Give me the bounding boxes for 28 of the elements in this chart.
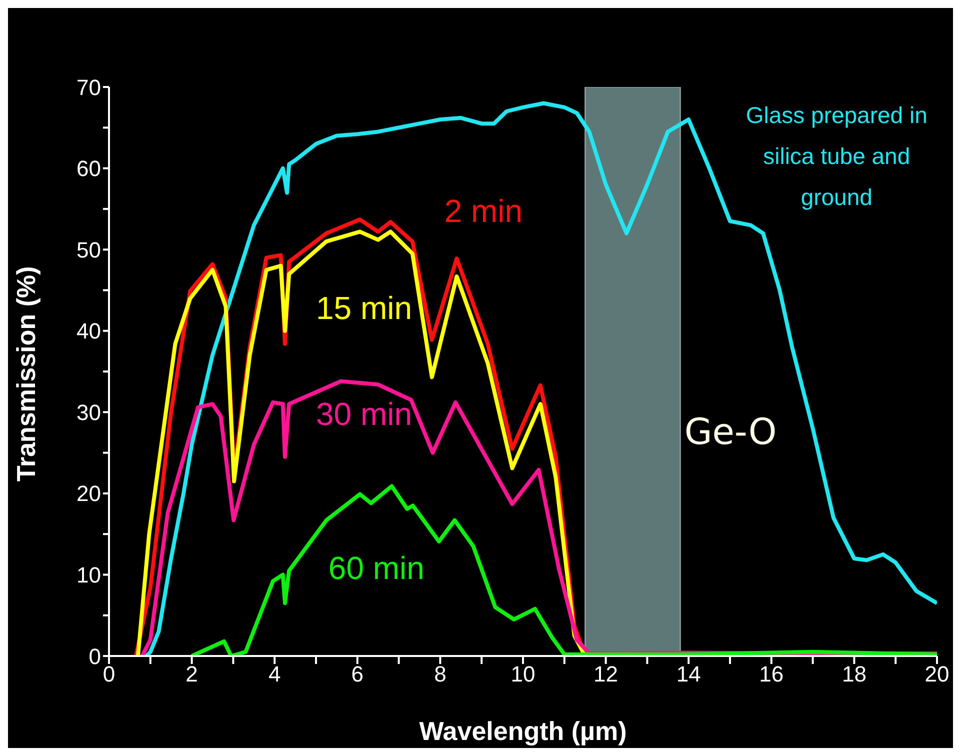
- x-tick-label: 12: [594, 662, 618, 687]
- x-tick-label: 16: [759, 662, 784, 687]
- series-label: 15 min: [316, 290, 412, 326]
- series-label: Glass prepared in silica tube and ground: [744, 101, 928, 212]
- x-tick-label: 20: [924, 662, 950, 687]
- y-tick-label: 20: [76, 481, 101, 506]
- x-tick-label: 2: [186, 662, 198, 687]
- x-tick-label: 4: [268, 662, 281, 687]
- y-tick-label: 70: [76, 74, 101, 100]
- y-tick-label: 0: [88, 644, 101, 669]
- y-tick-label: 30: [76, 400, 101, 425]
- line-series: [144, 101, 937, 656]
- y-tick-label: 60: [76, 156, 101, 182]
- x-axis-title: Wavelength (µm): [419, 716, 627, 746]
- series-label: 30 min: [316, 396, 412, 432]
- y-axis-title: Transmission (%): [11, 266, 42, 482]
- y-tick-label: 40: [76, 318, 101, 344]
- band-label: Ge-O: [684, 412, 777, 454]
- x-tick-label: 6: [351, 662, 364, 687]
- x-tick-label: 10: [510, 662, 536, 687]
- y-tick-label: 50: [76, 237, 101, 262]
- y-tick-label: 10: [76, 562, 101, 588]
- x-tick-label: 8: [434, 662, 446, 687]
- series-label: 60 min: [328, 550, 424, 586]
- x-tick-label: 18: [842, 662, 866, 687]
- line-series: [190, 484, 937, 656]
- x-tick-label: 14: [676, 662, 701, 687]
- series-label: 2 min: [444, 192, 523, 229]
